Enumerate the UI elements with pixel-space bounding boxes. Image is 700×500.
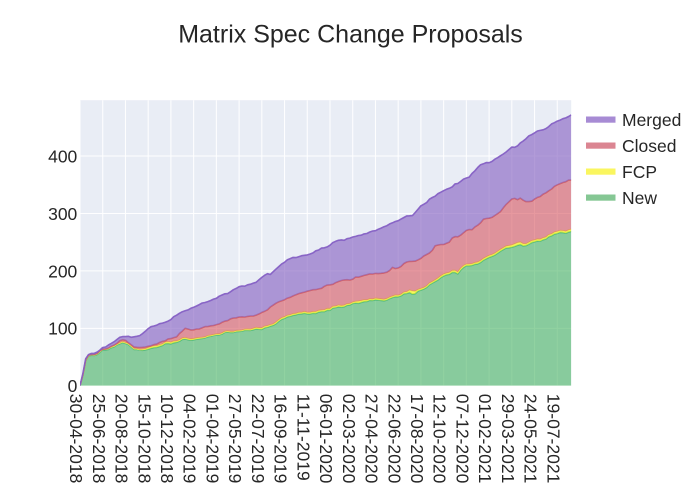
- svg-text:22-07-2019: 22-07-2019: [248, 394, 268, 484]
- svg-text:100: 100: [48, 319, 77, 339]
- svg-text:29-03-2021: 29-03-2021: [498, 394, 518, 484]
- svg-text:24-05-2021: 24-05-2021: [521, 394, 541, 484]
- svg-text:0: 0: [68, 376, 78, 396]
- svg-text:22-06-2020: 22-06-2020: [384, 394, 404, 484]
- svg-text:12-10-2020: 12-10-2020: [430, 394, 450, 484]
- svg-text:06-01-2020: 06-01-2020: [316, 394, 336, 484]
- svg-text:02-03-2020: 02-03-2020: [339, 394, 359, 484]
- svg-text:FCP: FCP: [622, 162, 657, 182]
- svg-text:Merged: Merged: [622, 110, 681, 130]
- svg-text:11-11-2019: 11-11-2019: [293, 394, 313, 481]
- svg-text:27-05-2019: 27-05-2019: [225, 394, 245, 484]
- svg-text:Closed: Closed: [622, 136, 676, 156]
- svg-text:Matrix Spec Change Proposals: Matrix Spec Change Proposals: [178, 21, 523, 49]
- svg-text:10-12-2018: 10-12-2018: [157, 394, 177, 484]
- svg-text:300: 300: [48, 204, 77, 224]
- svg-text:400: 400: [48, 146, 77, 166]
- svg-text:19-07-2021: 19-07-2021: [543, 394, 563, 484]
- svg-text:200: 200: [48, 261, 77, 281]
- svg-text:25-06-2018: 25-06-2018: [89, 394, 109, 484]
- svg-text:New: New: [622, 188, 657, 208]
- svg-text:01-04-2019: 01-04-2019: [202, 394, 222, 484]
- svg-text:30-04-2018: 30-04-2018: [66, 394, 86, 484]
- svg-text:01-02-2021: 01-02-2021: [475, 394, 495, 484]
- svg-text:15-10-2018: 15-10-2018: [134, 394, 154, 484]
- svg-text:27-04-2020: 27-04-2020: [362, 394, 382, 484]
- svg-text:04-02-2019: 04-02-2019: [180, 394, 200, 484]
- svg-text:20-08-2018: 20-08-2018: [112, 394, 132, 484]
- svg-text:07-12-2020: 07-12-2020: [452, 394, 472, 484]
- svg-text:16-09-2019: 16-09-2019: [271, 394, 291, 484]
- svg-text:17-08-2020: 17-08-2020: [407, 394, 427, 484]
